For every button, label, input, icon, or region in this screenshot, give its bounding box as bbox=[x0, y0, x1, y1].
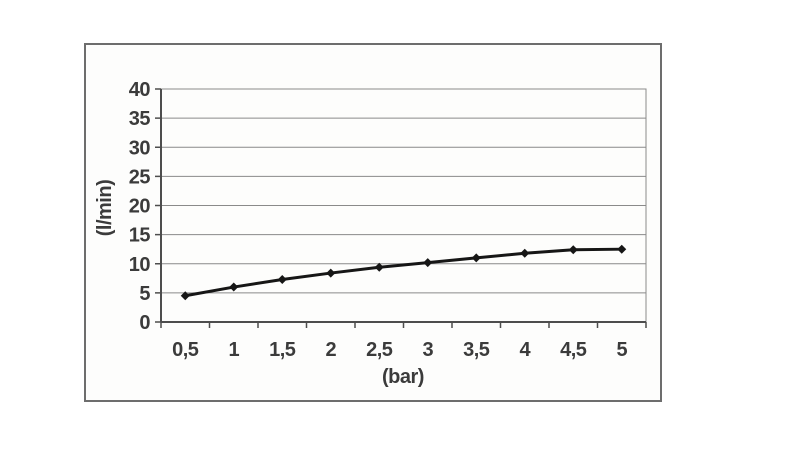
series-line bbox=[183, 247, 624, 298]
x-tick-label: 3 bbox=[422, 339, 433, 361]
data-point-marker bbox=[617, 244, 627, 254]
data-point-marker bbox=[326, 268, 336, 278]
data-point-marker bbox=[471, 253, 481, 263]
x-tick-label: 2,5 bbox=[366, 339, 393, 361]
data-point-marker bbox=[374, 262, 384, 272]
data-point-marker bbox=[180, 291, 190, 301]
chart-frame: 0 5 10 15 20 25 30 35 40 0,5 1 1,5 2 2,5 3 3,5 4 4,5 5 (l/… bbox=[84, 43, 662, 402]
data-point-marker bbox=[277, 274, 287, 284]
y-tick-label: 0 bbox=[139, 312, 150, 334]
x-tick-label: 1 bbox=[228, 339, 239, 361]
y-tick-label: 30 bbox=[129, 137, 151, 159]
y-tick-label: 35 bbox=[129, 108, 151, 130]
data-point-marker bbox=[229, 282, 239, 292]
y-tick-label: 25 bbox=[129, 166, 151, 188]
y-tick-label: 15 bbox=[129, 225, 151, 247]
data-point-marker bbox=[423, 258, 433, 268]
x-tick-label: 2 bbox=[325, 339, 336, 361]
y-tick-label: 40 bbox=[129, 79, 151, 101]
data-point-marker bbox=[520, 248, 530, 258]
x-tick-label: 0,5 bbox=[172, 339, 199, 361]
x-tick-label: 1,5 bbox=[269, 339, 296, 361]
x-tick-label: 4,5 bbox=[560, 339, 587, 361]
data-point-marker bbox=[568, 245, 578, 255]
y-axis-title: (l/min) bbox=[94, 180, 116, 237]
y-tick-label: 20 bbox=[129, 196, 151, 218]
x-tick-label: 5 bbox=[616, 339, 627, 361]
x-axis-title: (bar) bbox=[382, 366, 424, 388]
x-tick-label: 3,5 bbox=[463, 339, 490, 361]
flow-rate-chart: 0 5 10 15 20 25 30 35 40 0,5 1 1,5 2 2,5 3 3,5 4 4,5 5 (l/… bbox=[94, 79, 647, 388]
x-tick-label: 4 bbox=[519, 339, 531, 361]
y-tick-label: 5 bbox=[139, 283, 150, 305]
y-tick-label: 10 bbox=[129, 254, 151, 276]
